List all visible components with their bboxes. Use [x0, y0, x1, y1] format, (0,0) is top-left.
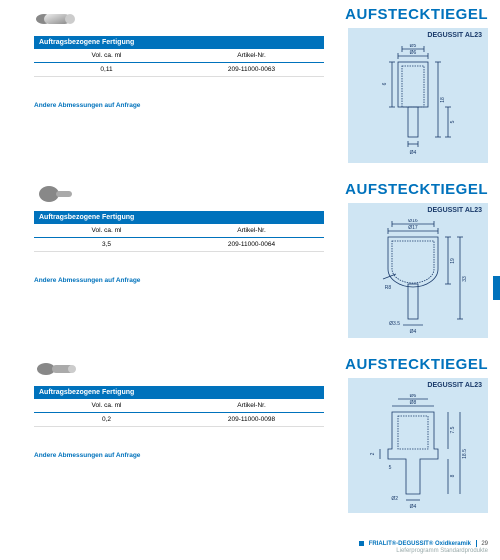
dim-label: 33 — [462, 276, 468, 282]
dim-label: Ø6 — [410, 50, 417, 56]
col-vol: Vol. ca. ml — [34, 49, 179, 63]
tech-diagram-box: DEGUSSIT AL23 Ø6 Ø5 18 5 6 — [348, 28, 488, 163]
tech-diagram: Ø17 Ø16 R8 19 33 Ø4 Ø3.5 — [348, 219, 488, 337]
catalog-page: AUFSTECKTIEGEL Auftragsbezogene Fertigun… — [0, 0, 500, 560]
tech-diagram: Ø8 Ø6 7.5 18.5 8 2 5 Ø4 Ø2 — [348, 394, 488, 512]
dim-label: Ø4 — [410, 504, 417, 510]
section-heading: AUFSTECKTIEGEL — [345, 181, 488, 198]
section-heading: AUFSTECKTIEGEL — [345, 356, 488, 373]
diagram-title: DEGUSSIT AL23 — [427, 207, 482, 214]
diagram-title: DEGUSSIT AL23 — [427, 32, 482, 39]
col-art: Artikel-Nr. — [179, 224, 324, 238]
dim-label: R8 — [385, 285, 392, 291]
dim-label: 5 — [389, 465, 392, 471]
cell-art: 209-11000-0064 — [179, 238, 324, 252]
col-art: Artikel-Nr. — [179, 399, 324, 413]
footer-subtitle: Lieferprogramm Standardprodukte — [0, 548, 488, 554]
dim-label: 7.5 — [450, 426, 456, 433]
cell-vol: 3,5 — [34, 238, 179, 252]
footer-page-number: 29 — [481, 541, 488, 547]
cell-art: 209-11000-0098 — [179, 413, 324, 427]
col-vol: Vol. ca. ml — [34, 224, 179, 238]
page-footer: FRIALIT®-DEGUSSIT® Oxidkeramik 29 Liefer… — [0, 540, 500, 554]
dim-label: Ø17 — [408, 225, 418, 231]
dim-label: 19 — [450, 258, 456, 264]
dim-label: Ø16 — [408, 219, 418, 224]
tech-diagram-box: DEGUSSIT AL23 Ø17 Ø16 R8 19 33 Ø4 — [348, 203, 488, 338]
tech-diagram: Ø6 Ø5 18 5 6 Ø4 — [348, 44, 488, 162]
col-art: Artikel-Nr. — [179, 49, 324, 63]
table-caption: Auftragsbezogene Fertigung — [34, 211, 324, 224]
dim-label: 18.5 — [462, 449, 468, 459]
cell-art: 209-11000-0063 — [179, 63, 324, 77]
product-photo-placeholder — [34, 6, 78, 32]
dim-label: 8 — [450, 474, 456, 477]
dim-label: Ø5 — [410, 44, 417, 49]
col-vol: Vol. ca. ml — [34, 399, 179, 413]
section-heading: AUFSTECKTIEGEL — [345, 6, 488, 23]
footer-divider — [476, 540, 477, 547]
note-text: Andere Abmessungen auf Anfrage — [34, 102, 140, 109]
dim-label: Ø4 — [410, 150, 417, 156]
cell-vol: 0,11 — [34, 63, 179, 77]
footer-brand: FRIALIT®-DEGUSSIT® Oxidkeramik — [369, 541, 471, 547]
section-1: AUFSTECKTIEGEL Auftragsbezogene Fertigun… — [0, 0, 500, 175]
section-3: AUFSTECKTIEGEL Auftragsbezogene Fertigun… — [0, 350, 500, 525]
dim-label: Ø3.5 — [389, 321, 400, 327]
dim-label: 6 — [382, 82, 388, 85]
product-photo-placeholder — [34, 356, 78, 382]
dim-label: 5 — [450, 120, 456, 123]
diagram-title: DEGUSSIT AL23 — [427, 382, 482, 389]
dim-label: Ø6 — [410, 394, 417, 399]
section-2: AUFSTECKTIEGEL Auftragsbezogene Fertigun… — [0, 175, 500, 350]
footer-bullet-icon — [359, 541, 364, 546]
product-photo-placeholder — [34, 181, 78, 207]
note-text: Andere Abmessungen auf Anfrage — [34, 452, 140, 459]
dim-label: 18 — [440, 97, 446, 103]
note-text: Andere Abmessungen auf Anfrage — [34, 277, 140, 284]
tech-diagram-box: DEGUSSIT AL23 Ø8 Ø6 7.5 18.5 8 2 5 Ø4 Ø2 — [348, 378, 488, 513]
dim-label: Ø8 — [410, 400, 417, 406]
product-table: Auftragsbezogene Fertigung Vol. ca. mlAr… — [34, 36, 324, 77]
table-caption: Auftragsbezogene Fertigung — [34, 36, 324, 49]
cell-vol: 0,2 — [34, 413, 179, 427]
table-caption: Auftragsbezogene Fertigung — [34, 386, 324, 399]
product-table: Auftragsbezogene Fertigung Vol. ca. mlAr… — [34, 211, 324, 252]
dim-label: Ø2 — [391, 496, 398, 502]
product-table: Auftragsbezogene Fertigung Vol. ca. mlAr… — [34, 386, 324, 427]
dim-label: Ø4 — [410, 329, 417, 335]
dim-label: 2 — [370, 452, 376, 455]
